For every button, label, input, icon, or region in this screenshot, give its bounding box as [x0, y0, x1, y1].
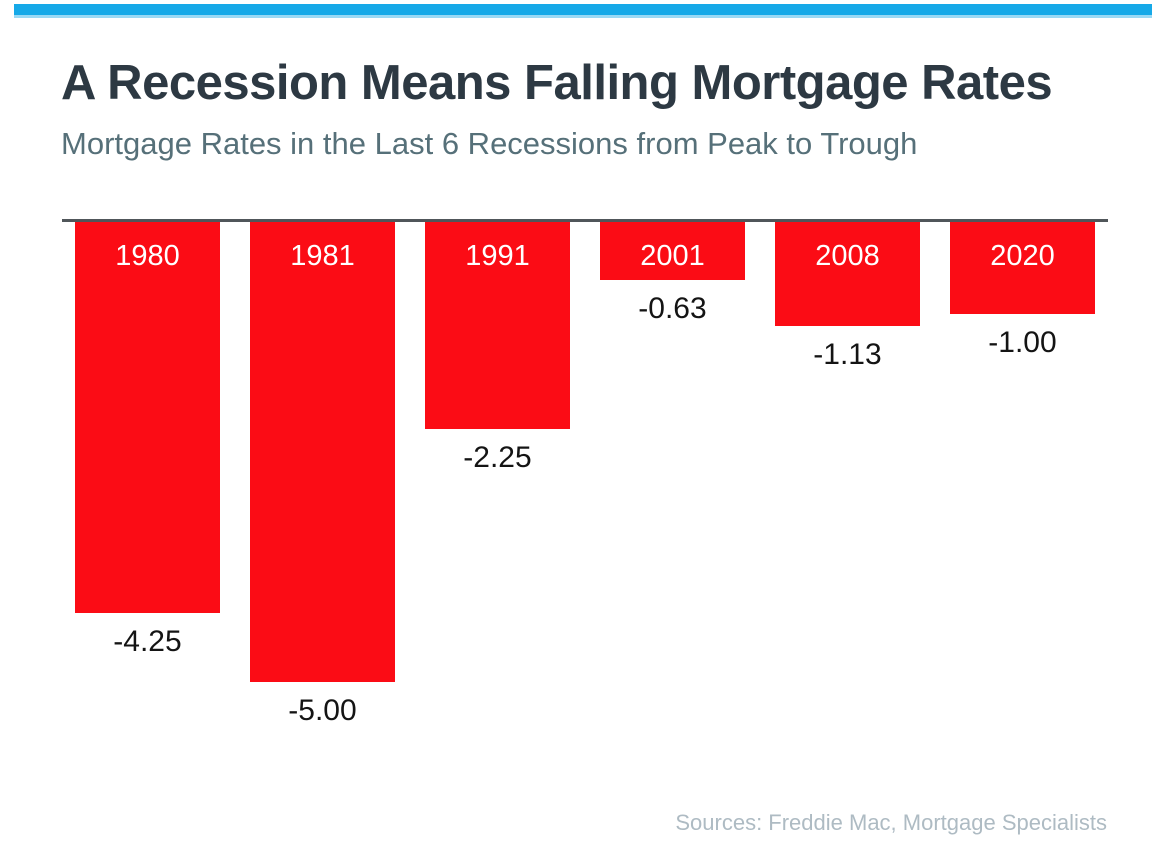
bar-chart: 1980 -4.25 1981 -5.00 1991 -2.25 2001 -0.63 2008…: [75, 222, 1095, 728]
bar-2020: 2020: [950, 222, 1095, 314]
bar-year-label: 1981: [290, 240, 355, 272]
bar-column-1991: 1991 -2.25: [425, 222, 570, 475]
bar-value-label: -2.25: [463, 441, 532, 474]
zero-axis-line: [62, 219, 1108, 222]
bar-column-1980: 1980 -4.25: [75, 222, 220, 659]
bar-column-1981: 1981 -5.00: [250, 222, 395, 728]
bar-year-label: 2008: [815, 240, 880, 272]
bar-2008: 2008: [775, 222, 920, 326]
chart-subtitle: Mortgage Rates in the Last 6 Recessions …: [61, 126, 918, 161]
bar-1981: 1981: [250, 222, 395, 682]
bar-value-label: -4.25: [113, 625, 182, 658]
bar-column-2020: 2020 -1.00: [950, 222, 1095, 360]
bar-year-label: 1980: [115, 240, 180, 272]
bar-value-label: -1.00: [988, 326, 1057, 359]
bar-column-2001: 2001 -0.63: [600, 222, 745, 326]
bar-value-label: -0.63: [638, 292, 707, 325]
chart-title: A Recession Means Falling Mortgage Rates: [61, 56, 1053, 110]
bar-1980: 1980: [75, 222, 220, 613]
bar-2001: 2001: [600, 222, 745, 280]
bar-year-label: 1991: [465, 240, 530, 272]
bar-1991: 1991: [425, 222, 570, 429]
source-attribution: Sources: Freddie Mac, Mortgage Specialis…: [675, 810, 1107, 835]
bar-column-2008: 2008 -1.13: [775, 222, 920, 372]
bar-year-label: 2001: [640, 240, 705, 272]
bar-year-label: 2020: [990, 240, 1055, 272]
bar-value-label: -5.00: [288, 694, 357, 727]
top-accent-bar: [14, 4, 1152, 18]
bar-value-label: -1.13: [813, 338, 882, 371]
